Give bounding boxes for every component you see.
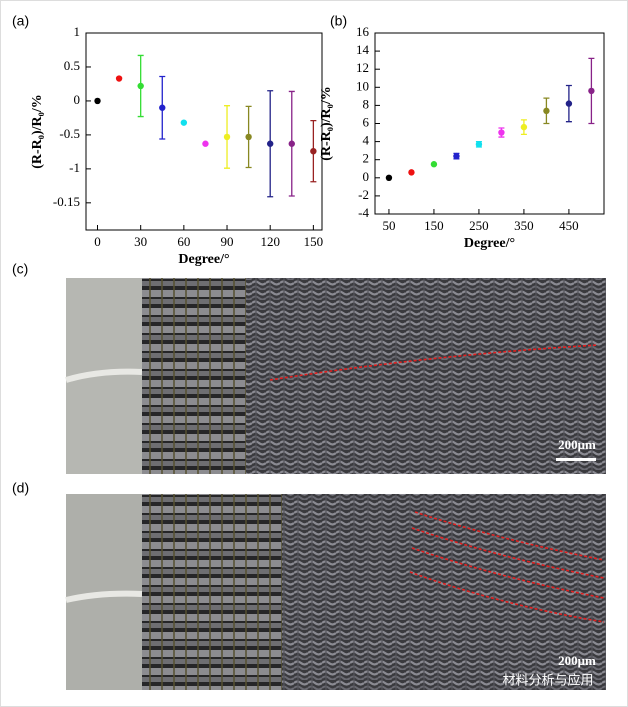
y-tick-label: 6 <box>363 114 370 129</box>
photo-d <box>65 494 606 690</box>
plot-frame <box>374 32 605 215</box>
data-point <box>137 82 144 90</box>
scale-bar-label: 200μm <box>558 653 596 668</box>
y-tick-label: -0.5 <box>59 126 80 141</box>
data-point <box>385 174 393 181</box>
x-tick-label: 150 <box>424 218 444 233</box>
panel-label: (c) <box>12 261 28 277</box>
x-tick-label: 0 <box>94 234 101 249</box>
y-tick-label: 10 <box>356 78 369 93</box>
data-point <box>565 100 573 107</box>
scale-bar-label: 200μm <box>558 437 596 452</box>
panel-label: (b) <box>330 13 347 29</box>
data-point <box>115 75 123 82</box>
y-tick-label: 0 <box>363 169 370 184</box>
x-tick-label: 450 <box>559 218 579 233</box>
data-point <box>588 87 595 95</box>
y-tick-label: 4 <box>363 133 370 148</box>
y-tick-label: 12 <box>356 60 369 75</box>
data-point <box>543 107 550 115</box>
x-tick-label: 60 <box>177 234 190 249</box>
photo-c <box>65 278 606 474</box>
y-tick-label: 8 <box>363 96 370 111</box>
data-point <box>288 140 295 147</box>
data-point <box>159 104 166 111</box>
data-point <box>520 123 528 131</box>
data-point <box>475 141 483 148</box>
x-tick-label: 250 <box>469 218 489 233</box>
y-tick-label: -4 <box>358 205 369 220</box>
x-tick-label: 90 <box>221 234 234 249</box>
x-tick-label: 50 <box>382 218 395 233</box>
data-point <box>94 97 101 105</box>
y-tick-label: 16 <box>356 24 370 39</box>
data-point <box>180 119 188 126</box>
data-point <box>310 148 317 155</box>
y-tick-label: 2 <box>363 151 370 166</box>
data-point <box>408 169 415 176</box>
data-point <box>453 152 460 160</box>
y-tick-label: 14 <box>356 42 370 57</box>
panel-label: (a) <box>12 13 29 29</box>
y-tick-label: -2 <box>358 187 369 202</box>
data-point <box>223 133 231 141</box>
x-tick-label: 350 <box>514 218 534 233</box>
y-tick-label: 0 <box>74 92 81 107</box>
data-point <box>430 161 438 168</box>
data-point <box>245 133 252 141</box>
y-axis-label: (R-R₀)/R₀/% <box>30 94 45 169</box>
watermark: 材料分析与应用 <box>502 673 593 689</box>
x-tick-label: 30 <box>134 234 147 249</box>
x-tick-label: 150 <box>304 234 324 249</box>
data-point <box>202 140 209 147</box>
y-tick-label: 0.5 <box>64 58 80 73</box>
panel-label: (d) <box>12 480 29 496</box>
y-tick-label: -1 <box>69 160 80 175</box>
y-tick-label: -0.15 <box>53 194 80 209</box>
data-point <box>266 140 274 147</box>
y-axis-label: (R-R₀)/R₀/% <box>319 86 334 161</box>
y-tick-label: 1 <box>74 24 81 39</box>
data-point <box>498 129 505 136</box>
plot-frame <box>85 32 323 231</box>
x-tick-label: 120 <box>260 234 280 249</box>
x-axis-label: Degree/° <box>178 252 229 267</box>
x-axis-label: Degree/° <box>464 236 515 251</box>
